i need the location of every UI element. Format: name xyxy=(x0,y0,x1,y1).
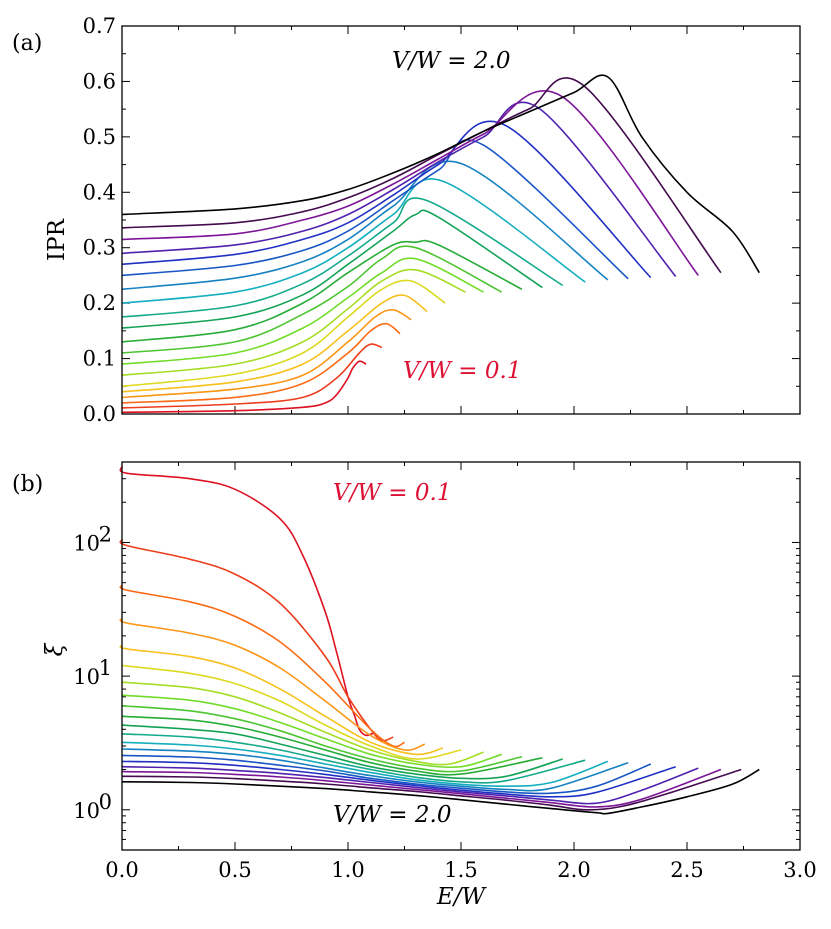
series-line-b-2 xyxy=(119,538,394,742)
y-tick-label-b-base: 10 xyxy=(73,665,100,689)
annotation-vw-01-a: V/W = 0.1 xyxy=(403,358,521,384)
panel-a: (a) IPR 0.0 0.1 0.2 0.3 0.4 0.5 0.6 0.7 V/W = 2… xyxy=(12,14,801,426)
annotation-vw-2-b: V/W = 2.0 xyxy=(333,802,451,828)
panel-b-tag: (b) xyxy=(12,472,43,497)
y-tick-label-a: 0.3 xyxy=(83,236,116,260)
series-line-a-13 xyxy=(121,178,586,304)
series-line-b-6 xyxy=(121,664,462,760)
series-line-b-18 xyxy=(121,768,722,808)
series-line-a-18 xyxy=(121,89,699,276)
series-line-b-15 xyxy=(121,754,652,795)
y-tick-label-b-exponent: 2 xyxy=(99,522,112,546)
series-line-b-13 xyxy=(121,741,609,788)
y-tick-label-a: 0.0 xyxy=(83,402,116,426)
series-line-a-1 xyxy=(121,360,367,414)
series-line-a-20 xyxy=(121,74,760,274)
y-tick-label-a: 0.6 xyxy=(83,69,116,93)
series-line-a-16 xyxy=(121,120,652,279)
y-tick-label-b: 10 xyxy=(73,531,100,555)
series-line-b-9 xyxy=(121,705,523,773)
series-line-b-11 xyxy=(121,724,563,780)
series-line-b-17 xyxy=(121,765,699,805)
series-line-a-5 xyxy=(121,294,428,393)
series-line-a-14 xyxy=(121,160,609,291)
y-tick-label-b: 10 xyxy=(73,799,100,823)
y-tick-label-a: 0.7 xyxy=(83,14,116,38)
x-axis-title: E/W xyxy=(436,884,488,910)
y-ticks-a: 0.0 0.1 0.2 0.3 0.4 0.5 0.6 0.7 xyxy=(83,14,801,426)
x-tick-label-b: 2.0 xyxy=(557,858,590,882)
series-line-a-3 xyxy=(121,322,401,404)
series-line-a-11 xyxy=(121,209,543,329)
y-tick-label-b: 10 xyxy=(73,665,100,689)
series-line-b-19 xyxy=(121,768,742,811)
series-line-b-20 xyxy=(121,768,760,815)
panel-a-tag: (a) xyxy=(12,31,42,56)
series-line-a-2 xyxy=(121,343,383,409)
series-line-b-4 xyxy=(119,617,426,752)
x-ticks-b: 0.0 0.5 1.0 1.5 2.0 2.5 3.0 xyxy=(105,462,817,882)
series-line-b-16 xyxy=(121,760,676,798)
plot-frame-b xyxy=(121,461,801,851)
y-tick-label-a: 0.1 xyxy=(83,347,116,371)
series-line-a-8 xyxy=(121,257,484,365)
x-tick-label-b: 0.5 xyxy=(218,858,251,882)
x-tick-label-b: 1.5 xyxy=(444,858,477,882)
curves-b xyxy=(119,465,760,815)
x-tick-label-b: 0.0 xyxy=(105,858,138,882)
series-line-a-6 xyxy=(121,279,446,388)
series-line-b-3 xyxy=(119,584,405,748)
series-line-a-9 xyxy=(121,245,503,354)
y-tick-label-a: 0.5 xyxy=(83,125,116,149)
series-line-b-12 xyxy=(121,733,586,784)
series-line-a-15 xyxy=(121,139,629,280)
y-tick-label-a: 0.4 xyxy=(83,180,116,204)
series-line-a-7 xyxy=(121,268,466,376)
y-tick-label-b-exponent: 1 xyxy=(99,656,112,680)
annotation-vw-2-a: V/W = 2.0 xyxy=(392,48,510,74)
series-line-b-10 xyxy=(121,715,543,776)
series-line-a-17 xyxy=(121,101,677,278)
y-tick-label-b-base: 10 xyxy=(73,531,100,555)
curves-a xyxy=(121,74,760,414)
series-line-b-5 xyxy=(119,644,444,756)
x-tick-label-b: 2.5 xyxy=(670,858,703,882)
plot-frame-a xyxy=(121,25,801,415)
series-line-a-12 xyxy=(121,197,564,318)
x-tick-label-b: 3.0 xyxy=(783,858,816,882)
series-line-a-4 xyxy=(121,308,412,399)
annotation-vw-01-b: V/W = 0.1 xyxy=(333,480,451,506)
y-axis-title-b: ξ xyxy=(42,642,68,656)
series-line-b-7 xyxy=(121,681,484,766)
series-line-b-8 xyxy=(121,694,502,769)
series-line-b-14 xyxy=(121,748,629,792)
series-line-a-19 xyxy=(121,77,722,274)
y-tick-label-a: 0.2 xyxy=(83,291,116,315)
series-line-b-1 xyxy=(119,465,376,737)
x-tick-label-b: 1.0 xyxy=(331,858,364,882)
y-tick-label-b-base: 10 xyxy=(73,799,100,823)
y-tick-label-b-exponent: 0 xyxy=(99,790,112,814)
y-axis-title-a: IPR xyxy=(44,218,70,261)
series-line-a-10 xyxy=(121,239,523,343)
